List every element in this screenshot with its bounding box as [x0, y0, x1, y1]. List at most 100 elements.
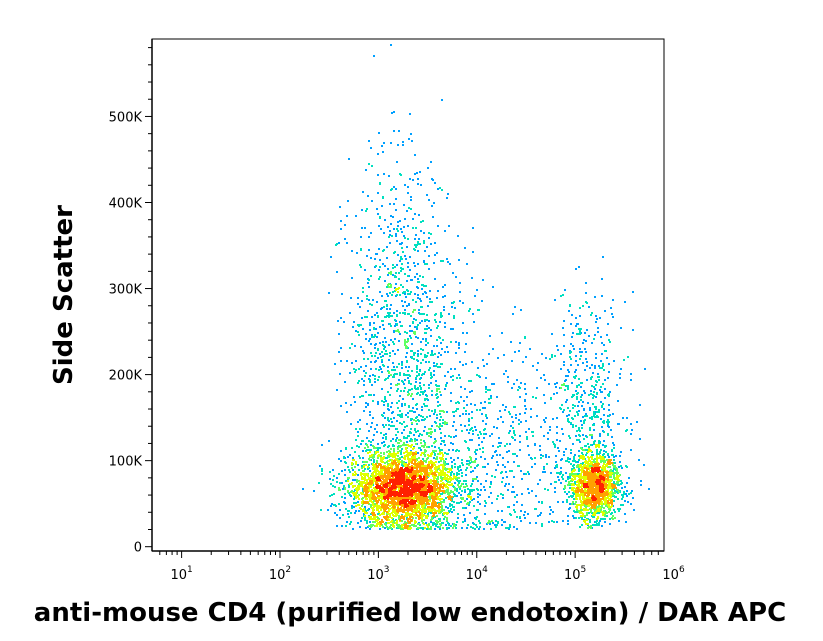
data-point	[608, 456, 610, 458]
data-point	[441, 189, 443, 191]
data-point	[586, 361, 588, 363]
data-point	[352, 474, 354, 476]
data-point	[472, 470, 474, 472]
data-point	[413, 497, 415, 499]
data-point	[585, 523, 587, 525]
data-point	[448, 524, 450, 526]
data-point	[371, 304, 373, 306]
data-point	[467, 524, 469, 526]
data-point	[565, 448, 567, 450]
data-point	[360, 520, 362, 522]
data-point	[465, 343, 467, 345]
data-point	[516, 501, 518, 503]
data-point	[405, 356, 407, 358]
data-point	[416, 375, 418, 377]
data-point	[440, 443, 442, 445]
data-point	[464, 520, 466, 522]
data-point	[391, 412, 393, 414]
data-point	[445, 384, 447, 386]
data-point	[381, 493, 383, 495]
data-point	[430, 433, 432, 435]
data-point	[401, 405, 403, 407]
data-point	[380, 356, 382, 358]
data-point	[599, 452, 601, 454]
data-point	[599, 367, 601, 369]
data-point	[439, 366, 441, 368]
data-point	[358, 334, 360, 336]
data-point	[552, 511, 554, 513]
data-point	[475, 453, 477, 455]
data-point	[369, 470, 371, 472]
data-point	[351, 462, 353, 464]
data-point	[578, 328, 580, 330]
data-point	[395, 235, 397, 237]
data-point	[354, 401, 356, 403]
data-point	[556, 521, 558, 523]
data-point	[592, 394, 594, 396]
data-point	[393, 343, 395, 345]
data-point	[491, 433, 493, 435]
data-point	[551, 356, 553, 358]
data-point	[445, 469, 447, 471]
data-point	[421, 419, 423, 421]
data-point	[491, 383, 493, 385]
data-point	[424, 371, 426, 373]
data-point	[348, 516, 350, 518]
data-point	[395, 434, 397, 436]
data-point	[379, 528, 381, 530]
data-point	[453, 475, 455, 477]
data-point	[462, 497, 464, 499]
data-point	[588, 512, 590, 514]
data-point	[596, 473, 598, 475]
data-point	[456, 490, 458, 492]
data-point	[519, 413, 521, 415]
data-point	[374, 347, 376, 349]
data-point	[380, 457, 382, 459]
data-point	[509, 430, 511, 432]
data-point	[573, 376, 575, 378]
data-point	[381, 472, 383, 474]
data-point	[532, 435, 534, 437]
data-point	[456, 408, 458, 410]
data-point	[477, 493, 479, 495]
data-point	[474, 451, 476, 453]
data-point	[592, 516, 594, 518]
data-point	[498, 442, 500, 444]
data-point	[357, 382, 359, 384]
data-point	[401, 432, 403, 434]
data-point	[340, 360, 342, 362]
data-point	[462, 507, 464, 509]
data-point	[430, 243, 432, 245]
data-point	[416, 403, 418, 405]
data-point	[515, 417, 517, 419]
data-point	[440, 416, 442, 418]
data-point	[554, 355, 556, 357]
data-point	[507, 527, 509, 529]
data-point	[591, 416, 593, 418]
data-point	[383, 426, 385, 428]
data-point	[407, 370, 409, 372]
data-point	[487, 463, 489, 465]
data-point	[549, 426, 551, 428]
data-point	[464, 489, 466, 491]
data-point	[411, 410, 413, 412]
data-point	[464, 247, 466, 249]
data-point	[360, 508, 362, 510]
data-point	[378, 497, 380, 499]
data-point	[377, 509, 379, 511]
data-point	[416, 506, 418, 508]
data-point	[344, 238, 346, 240]
data-point	[392, 274, 394, 276]
data-point	[380, 455, 382, 457]
data-point	[565, 401, 567, 403]
data-point	[504, 445, 506, 447]
data-point	[484, 401, 486, 403]
data-point	[614, 517, 616, 519]
data-point	[407, 412, 409, 414]
data-point	[386, 304, 388, 306]
data-point	[433, 362, 435, 364]
data-point	[572, 483, 574, 485]
data-point	[514, 439, 516, 441]
data-point	[594, 512, 596, 514]
data-point	[504, 466, 506, 468]
